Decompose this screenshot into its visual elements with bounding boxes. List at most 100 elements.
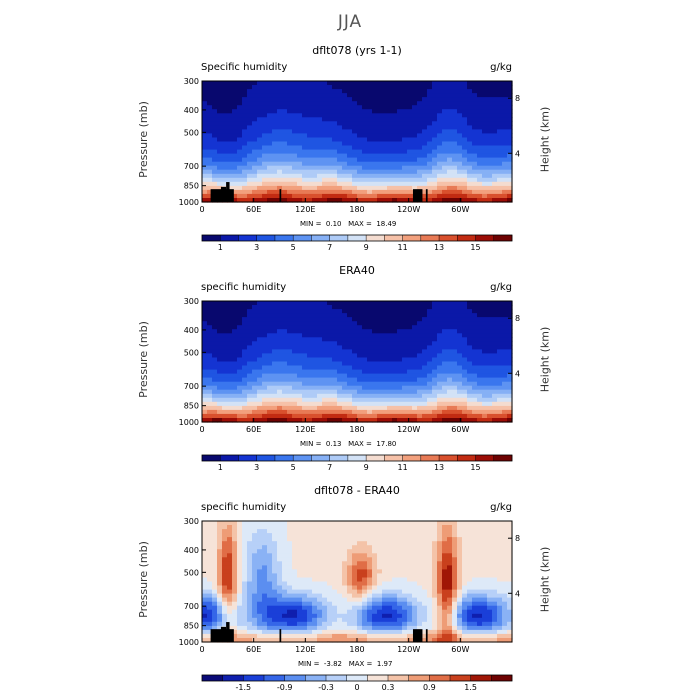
x-tick-label: 180	[349, 645, 364, 654]
x-tick-label: 60W	[451, 425, 469, 434]
colorbar-swatch	[439, 455, 458, 461]
panel-3-ylabel: Pressure (mb)	[136, 541, 150, 618]
x-tick-label: 60E	[246, 645, 261, 654]
colorbar-swatch	[284, 675, 306, 681]
y-tick-label: 850	[184, 402, 199, 411]
colorbar-swatch	[384, 235, 403, 241]
colorbar-swatch	[222, 675, 244, 681]
colorbar-label: 1	[218, 463, 223, 472]
colorbar-swatch	[420, 455, 440, 461]
colorbar-label: 7	[327, 243, 332, 252]
colorbar-label: 1.5	[464, 683, 477, 692]
colorbar-swatch	[388, 675, 409, 681]
panel-2-units: g/kg	[490, 282, 512, 293]
panel-3-max-label: MAX =	[348, 660, 373, 668]
y-tick-label: 850	[184, 622, 199, 631]
colorbar-label: -0.3	[318, 683, 334, 692]
topography-block	[220, 626, 227, 642]
page-title: JJA	[337, 12, 363, 32]
colorbar-swatch	[470, 675, 492, 681]
y-tick-label: 700	[184, 382, 199, 391]
panel-1-max-label: MAX =	[348, 220, 372, 228]
colorbar-swatch	[366, 455, 385, 461]
y-tick-label: 300	[184, 297, 199, 306]
y2-tick-label: 8	[515, 534, 520, 543]
panel-3-units: g/kg	[490, 502, 512, 513]
x-tick-label: 0	[199, 205, 204, 214]
y-tick-label: 1000	[179, 198, 199, 207]
colorbar-label: 11	[397, 243, 407, 252]
colorbar-swatch	[220, 455, 239, 461]
panel-3-colorbar: -1.5 -0.9 -0.3 0 0.3 0.9 1.5	[201, 674, 513, 692]
colorbar-swatch	[238, 455, 258, 461]
panel-1-min-max: MIN = 0.10 MAX = 18.49	[300, 220, 396, 228]
colorbar-swatch	[202, 675, 223, 681]
panel-2-ylabel: Pressure (mb)	[136, 321, 150, 398]
topography-block	[226, 182, 230, 202]
colorbar-swatch	[402, 235, 422, 241]
y2-tick-label: 4	[515, 369, 520, 378]
panel-1-min: 0.10	[325, 220, 342, 228]
colorbar-swatch	[420, 235, 440, 241]
colorbar-swatch	[493, 455, 513, 461]
panel-1-max: 18.49	[376, 220, 397, 228]
colorbar-label: 15	[470, 463, 480, 472]
y-tick-label: 300	[184, 77, 199, 86]
colorbar-label: 1	[218, 243, 223, 252]
colorbar-swatch	[493, 235, 513, 241]
colorbar-swatch	[475, 455, 495, 461]
panel-1-field	[202, 81, 513, 203]
panel-2-max-label: MAX =	[348, 440, 372, 448]
y-tick-label: 300	[184, 517, 199, 526]
colorbar-swatch	[366, 235, 385, 241]
y-tick-label: 400	[184, 106, 199, 115]
y-tick-label: 700	[184, 162, 199, 171]
x-tick-label: 120E	[295, 645, 315, 654]
colorbar-swatch	[311, 235, 330, 241]
x-tick-label: 60W	[451, 205, 469, 214]
y2-tick-label: 4	[515, 589, 520, 598]
topography-block	[412, 189, 423, 202]
y-tick-label: 500	[184, 568, 199, 577]
colorbar-swatch	[243, 675, 265, 681]
colorbar-label: -1.5	[236, 683, 252, 692]
panel-1-field-label: Specific humidity	[201, 62, 288, 73]
panel-3-field-label: specific humidity	[201, 502, 287, 513]
colorbar-swatch	[274, 455, 294, 461]
x-tick-label: 120W	[397, 425, 420, 434]
colorbar-label: 0.9	[423, 683, 436, 692]
panel-2-max: 17.80	[376, 440, 397, 448]
x-tick-label: 180	[349, 425, 364, 434]
colorbar-swatch	[305, 675, 327, 681]
panel-2-min-label: MIN =	[300, 440, 322, 448]
colorbar-swatch	[311, 455, 330, 461]
topography-block	[279, 629, 282, 642]
panel-3-min-max: MIN = -3.82 MAX = 1.97	[298, 660, 392, 668]
colorbar-label: 13	[434, 463, 444, 472]
colorbar-swatch	[256, 235, 276, 241]
panel-1-colorbar: 1 3 5 7 9 11 13 15	[201, 234, 513, 252]
colorbar-frame	[201, 454, 513, 462]
colorbar-label: 0	[354, 683, 359, 692]
colorbar-swatch	[475, 235, 495, 241]
x-tick-label: 60W	[451, 645, 469, 654]
panel-2-field-label: specific humidity	[201, 282, 287, 293]
topography-block	[425, 189, 428, 202]
colorbar-frame	[201, 234, 513, 242]
colorbar-swatch	[347, 455, 367, 461]
panel-2-field	[202, 301, 513, 423]
x-tick-label: 60E	[246, 205, 261, 214]
topography-block	[279, 189, 282, 202]
colorbar-label: 3	[254, 463, 259, 472]
colorbar-swatch	[457, 455, 476, 461]
colorbar-swatch	[347, 235, 367, 241]
x-tick-label: 180	[349, 205, 364, 214]
colorbar-swatch	[491, 675, 513, 681]
topography-block	[412, 629, 423, 642]
y-tick-label: 500	[184, 128, 199, 137]
y2-tick-label: 8	[515, 314, 520, 323]
colorbar-label: 11	[397, 463, 407, 472]
x-tick-label: 120E	[295, 205, 315, 214]
y-tick-label: 1000	[179, 638, 199, 647]
